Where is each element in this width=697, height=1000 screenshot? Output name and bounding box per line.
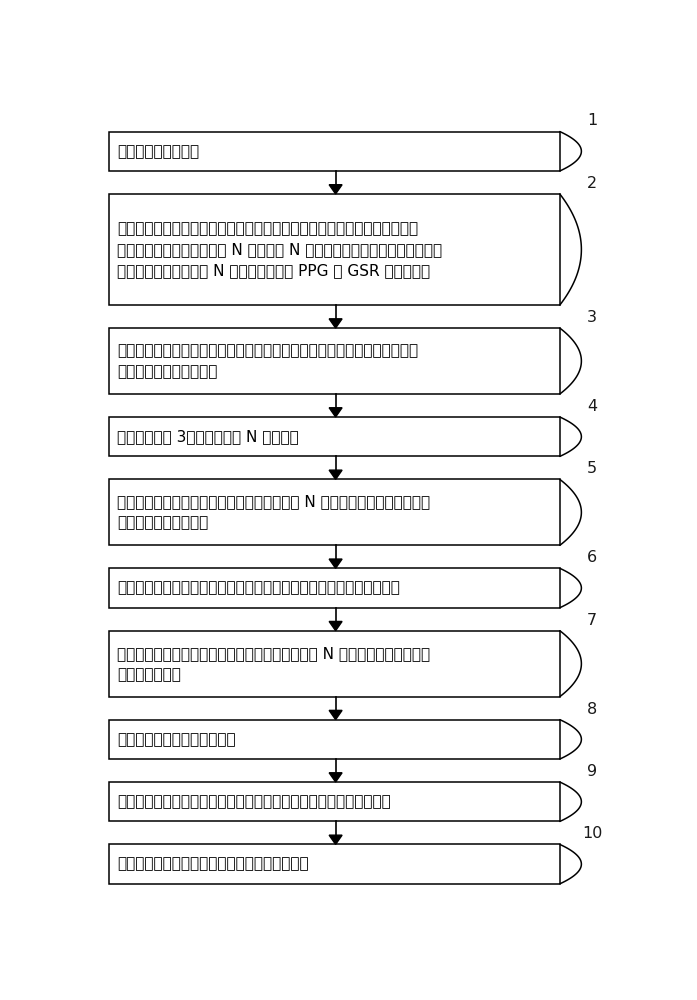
Bar xyxy=(109,194,560,305)
Text: 9: 9 xyxy=(587,764,597,779)
Bar xyxy=(109,568,560,608)
Text: 5: 5 xyxy=(587,461,597,476)
Polygon shape xyxy=(329,470,342,479)
Text: 4: 4 xyxy=(587,399,597,414)
Polygon shape xyxy=(329,408,342,417)
Text: 获得第一预设时间段: 获得第一预设时间段 xyxy=(117,144,199,159)
Text: 2: 2 xyxy=(587,176,597,191)
Bar xyxy=(109,132,560,171)
Text: 1: 1 xyxy=(587,113,597,128)
Bar xyxy=(109,631,560,697)
Text: 根据所述第一输出结果、第二输出结果直至第 N 输出结果，获得第一压力下
限值和第一压力上限值: 根据所述第一输出结果、第二输出结果直至第 N 输出结果，获得第一压力下 限值和第… xyxy=(117,494,430,530)
Text: 8: 8 xyxy=(587,702,597,717)
Text: 重复上述步骤 3，直至获得第 N 输出结果: 重复上述步骤 3，直至获得第 N 输出结果 xyxy=(117,429,298,444)
Polygon shape xyxy=(329,773,342,782)
Polygon shape xyxy=(329,835,342,844)
Bar xyxy=(109,328,560,394)
Bar xyxy=(109,720,560,759)
Bar xyxy=(109,479,560,545)
Text: 根据第一预设时间段，判断所述第一警戒时长是否满足第一预设条件: 根据第一预设时间段，判断所述第一警戒时长是否满足第一预设条件 xyxy=(117,794,390,809)
Text: 7: 7 xyxy=(587,613,597,628)
Text: 依次判断所述第一输出结果、第二输出结果直至第 N 输出结果是否超过所述
第一压力警戒值: 依次判断所述第一输出结果、第二输出结果直至第 N 输出结果是否超过所述 第一压力… xyxy=(117,646,430,682)
Polygon shape xyxy=(329,319,342,328)
Text: 按照第一压力数据，并根据第一神经网络模型对所述第二压力数据进行优化
之后，获得第二输出结果: 按照第一压力数据，并根据第一神经网络模型对所述第二压力数据进行优化 之后，获得第… xyxy=(117,343,418,379)
Text: 根据第一预设时间段，获得第一用户在第一时刻的第一压力数据、第二时刻
的第二压力数据直至获得第 N 时刻的第 N 压力数据，其中，所述第一压力数
据、第二压力数据: 根据第一预设时间段，获得第一用户在第一时刻的第一压力数据、第二时刻 的第二压力数… xyxy=(117,221,442,278)
Text: 若超过，则获得第一警戒时长: 若超过，则获得第一警戒时长 xyxy=(117,732,236,747)
Text: 根据所述第一压力下限值和所述第一压力上限值，获得第一压力警戒值: 根据所述第一压力下限值和所述第一压力上限值，获得第一压力警戒值 xyxy=(117,581,399,596)
Polygon shape xyxy=(329,710,342,720)
Polygon shape xyxy=(329,559,342,568)
Polygon shape xyxy=(329,185,342,194)
Bar xyxy=(109,417,560,456)
Polygon shape xyxy=(329,621,342,631)
Bar xyxy=(109,844,560,884)
Text: 若不满足，则发送第一警戒信息给所述第一用户: 若不满足，则发送第一警戒信息给所述第一用户 xyxy=(117,857,309,872)
Text: 10: 10 xyxy=(582,826,602,841)
Text: 6: 6 xyxy=(587,550,597,565)
Bar xyxy=(109,782,560,821)
Text: 3: 3 xyxy=(587,310,597,325)
